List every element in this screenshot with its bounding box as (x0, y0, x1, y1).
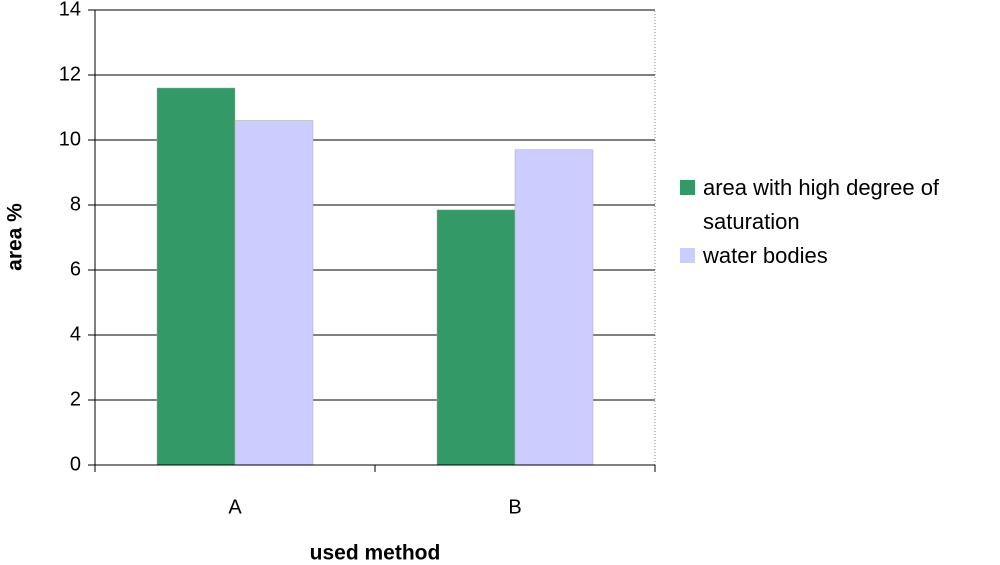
legend-swatch (680, 248, 695, 263)
y-tick-label: 0 (70, 453, 81, 475)
y-tick-label: 2 (70, 388, 81, 410)
y-tick-label: 8 (70, 193, 81, 215)
y-tick-label: 12 (59, 63, 81, 85)
bar (436, 209, 516, 466)
bar (234, 120, 314, 466)
bar (156, 87, 236, 466)
legend-label: water bodies (703, 243, 828, 268)
y-tick-label: 10 (59, 128, 81, 150)
y-axis-label: area % (4, 203, 27, 271)
bar (514, 149, 594, 466)
x-axis-label: used method (310, 542, 441, 565)
x-tick-label: A (228, 496, 242, 518)
legend-swatch (680, 180, 695, 195)
legend-label: area with high degree of saturation (703, 175, 940, 234)
y-tick-label: 14 (59, 0, 81, 20)
y-tick-label: 6 (70, 258, 81, 280)
y-tick-label: 4 (70, 323, 81, 345)
x-tick-label: B (508, 496, 521, 518)
